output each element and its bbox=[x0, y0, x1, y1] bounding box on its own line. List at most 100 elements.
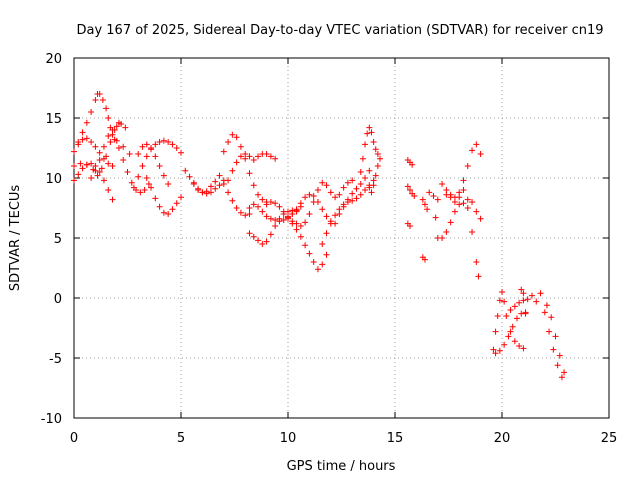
data-point bbox=[302, 219, 309, 226]
data-point bbox=[96, 91, 103, 97]
y-tick-labels: -10 -5 0 5 10 15 20 bbox=[41, 52, 62, 427]
series-arc-aa bbox=[419, 196, 431, 213]
y-tick-label: 5 bbox=[54, 232, 62, 247]
data-point bbox=[225, 139, 232, 145]
data-point bbox=[447, 194, 454, 201]
data-point bbox=[255, 153, 262, 160]
data-point bbox=[366, 184, 373, 191]
data-point bbox=[169, 206, 176, 213]
x-tick-label: 15 bbox=[387, 431, 404, 446]
data-point bbox=[364, 130, 371, 137]
data-point bbox=[280, 217, 287, 223]
data-point bbox=[96, 149, 103, 156]
data-point bbox=[139, 143, 146, 150]
data-point bbox=[520, 290, 527, 297]
data-point bbox=[302, 194, 309, 201]
data-point bbox=[297, 223, 304, 229]
data-point bbox=[130, 184, 137, 191]
data-point bbox=[434, 196, 441, 203]
data-point bbox=[75, 171, 82, 178]
data-point bbox=[160, 137, 167, 144]
data-point bbox=[332, 194, 339, 201]
data-point bbox=[267, 199, 274, 205]
data-point bbox=[310, 259, 317, 265]
data-point bbox=[246, 153, 253, 160]
data-point bbox=[443, 191, 450, 198]
data-point bbox=[556, 352, 563, 359]
data-point bbox=[374, 151, 381, 157]
data-point bbox=[464, 196, 471, 203]
series-arc-n bbox=[225, 151, 279, 184]
data-point bbox=[141, 187, 148, 193]
series-arc-af bbox=[443, 191, 484, 222]
data-point bbox=[128, 179, 135, 186]
data-point bbox=[541, 309, 548, 316]
data-point bbox=[537, 290, 544, 297]
data-point bbox=[92, 143, 99, 150]
data-point bbox=[409, 161, 416, 168]
data-point bbox=[182, 167, 189, 174]
data-point bbox=[456, 201, 463, 208]
data-point bbox=[464, 163, 471, 169]
series-arc-y bbox=[404, 183, 418, 199]
data-point bbox=[199, 189, 206, 196]
series-arc-f bbox=[111, 136, 152, 196]
data-point bbox=[473, 208, 480, 215]
data-point bbox=[79, 136, 86, 143]
data-point bbox=[353, 185, 360, 192]
series-arc-ak bbox=[518, 286, 529, 317]
x-tick-label: 0 bbox=[70, 431, 78, 446]
series-arc-u bbox=[336, 167, 373, 217]
data-point bbox=[126, 151, 133, 157]
data-point bbox=[77, 160, 84, 167]
data-point bbox=[372, 172, 379, 179]
data-point bbox=[323, 230, 330, 237]
series-arc-ac bbox=[426, 189, 441, 203]
data-point bbox=[99, 97, 106, 103]
data-point bbox=[255, 203, 262, 210]
data-point bbox=[96, 157, 103, 163]
data-point bbox=[105, 133, 112, 139]
data-point bbox=[83, 119, 90, 126]
grid-lines bbox=[74, 58, 609, 418]
data-point bbox=[242, 151, 249, 157]
data-point bbox=[225, 177, 232, 184]
series-arc-x bbox=[404, 157, 416, 168]
data-point bbox=[267, 153, 274, 160]
data-point bbox=[524, 296, 531, 303]
data-point bbox=[255, 191, 262, 198]
data-point bbox=[477, 151, 484, 157]
data-point bbox=[451, 208, 458, 215]
data-point bbox=[135, 173, 142, 180]
y-tick-label: 20 bbox=[45, 52, 62, 67]
data-point bbox=[432, 214, 439, 221]
data-point bbox=[203, 188, 210, 195]
data-point bbox=[293, 206, 300, 213]
data-point bbox=[349, 177, 356, 184]
data-point bbox=[237, 209, 244, 216]
data-point bbox=[276, 218, 283, 225]
data-point bbox=[225, 189, 232, 196]
series-arc-h bbox=[135, 141, 172, 187]
data-point bbox=[88, 175, 95, 181]
series-arc-ab bbox=[419, 254, 428, 263]
data-point bbox=[109, 127, 116, 133]
data-point bbox=[145, 181, 152, 187]
data-point bbox=[552, 333, 559, 340]
data-point bbox=[492, 328, 499, 335]
data-point bbox=[406, 223, 413, 229]
series-arc-a bbox=[71, 91, 133, 157]
data-point bbox=[233, 159, 240, 166]
data-point bbox=[276, 203, 283, 210]
series-arc-k bbox=[190, 178, 219, 196]
data-point bbox=[293, 220, 300, 227]
data-point bbox=[550, 346, 557, 353]
data-point bbox=[492, 350, 499, 357]
data-point bbox=[118, 121, 125, 127]
data-point bbox=[71, 148, 77, 155]
data-point bbox=[362, 175, 369, 181]
data-point bbox=[285, 213, 291, 220]
data-point bbox=[319, 206, 326, 213]
data-point bbox=[216, 182, 223, 189]
